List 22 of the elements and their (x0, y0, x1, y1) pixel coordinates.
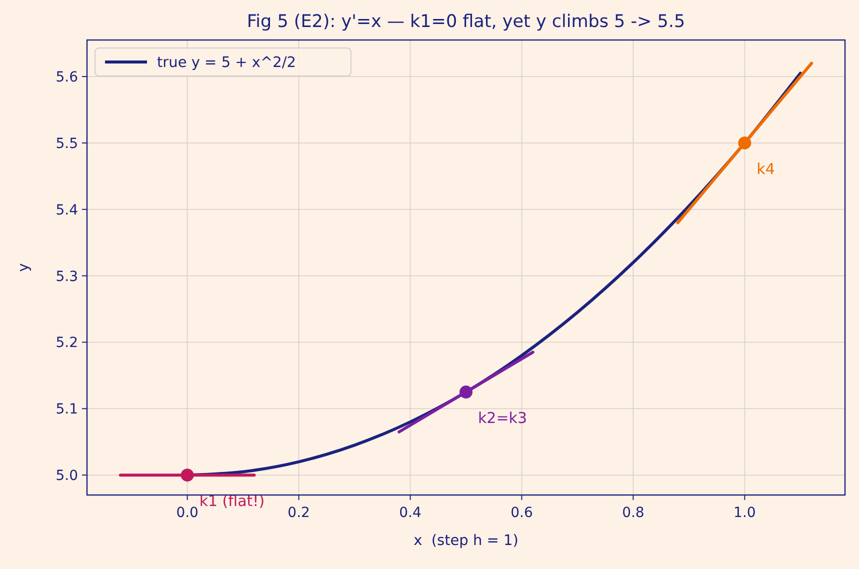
y-tick-label: 5.6 (56, 70, 78, 86)
y-tick-label: 5.4 (56, 202, 78, 218)
point (738, 136, 752, 150)
y-tick-label: 5.1 (56, 402, 78, 418)
x-tick-label: 1.0 (734, 505, 756, 521)
x-tick-label: 0.8 (622, 505, 644, 521)
x-tick-label: 0.0 (176, 505, 198, 521)
y-tick-label: 5.2 (56, 335, 78, 352)
x-tick-label: 0.2 (288, 505, 310, 521)
x-tick-label: 0.4 (399, 505, 422, 521)
y-tick-label: 5.5 (56, 136, 78, 152)
point (459, 386, 473, 399)
point (180, 468, 194, 482)
x-tick-label: 0.6 (510, 505, 533, 521)
legend-label: true y = 5 + x^2/2 (157, 55, 296, 71)
annotation: k2=k3 (478, 409, 528, 428)
x-axis-title: x (step h = 1) (414, 533, 518, 549)
chart-title: Fig 5 (E2): y'=x — k1=0 flat, yet y climbs 5 -> 5.5 (246, 12, 686, 32)
y-axis-title: y (16, 262, 32, 272)
annotation: k4 (756, 160, 775, 178)
y-tick-label: 5.3 (56, 268, 78, 285)
y-tick-label: 5.0 (56, 468, 78, 484)
